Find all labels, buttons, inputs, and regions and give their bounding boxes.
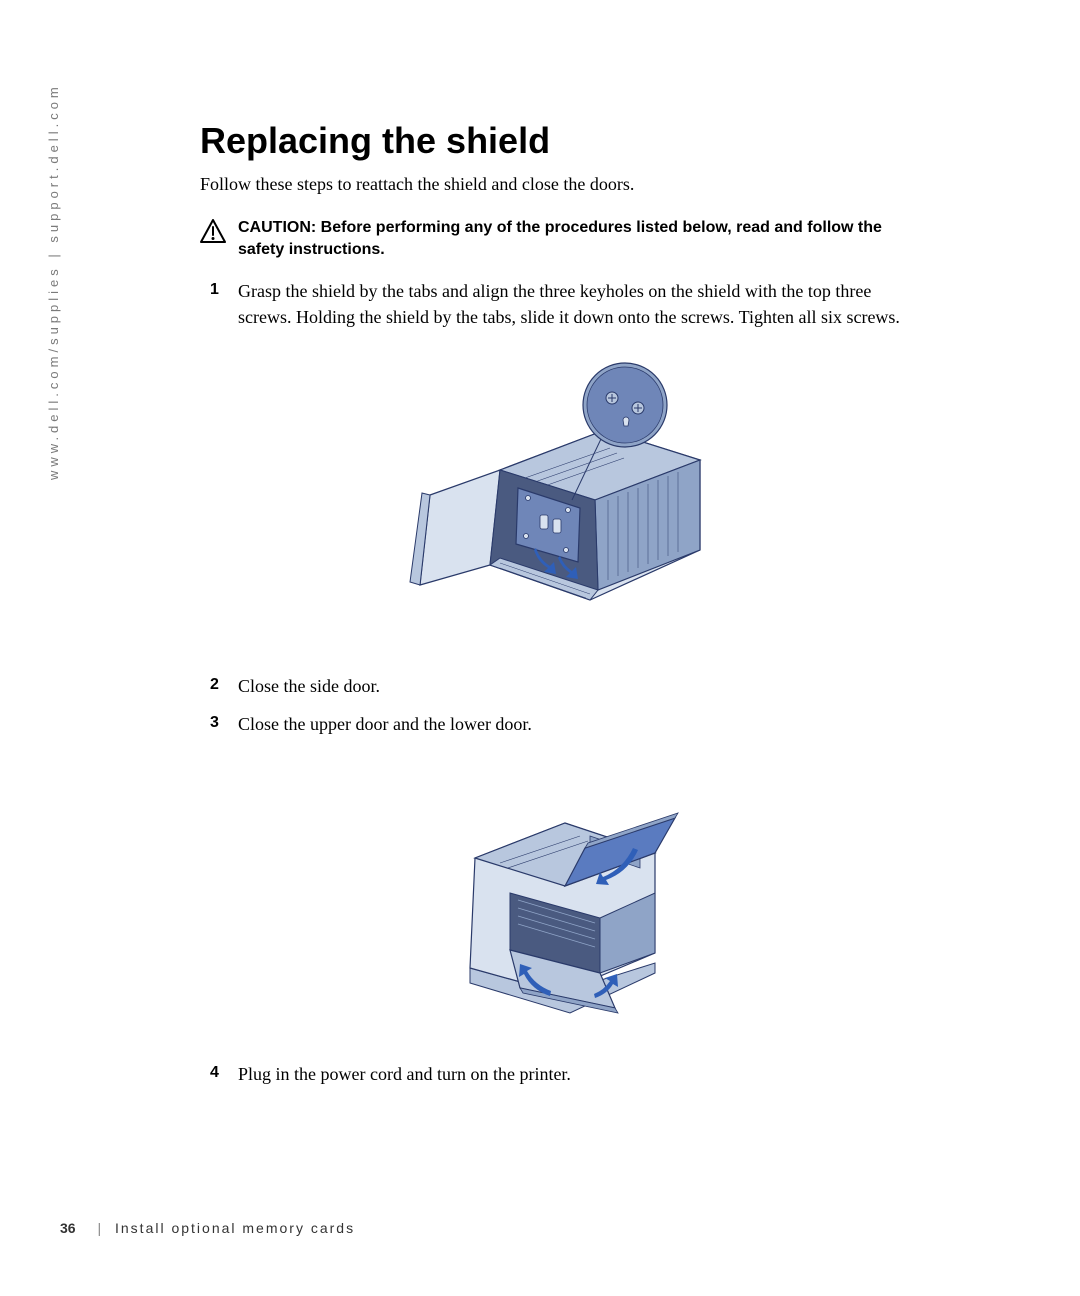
page-number: 36 (60, 1220, 76, 1236)
caution-block: CAUTION: Before performing any of the pr… (200, 217, 900, 260)
caution-label: CAUTION: (238, 219, 316, 236)
page-heading: Replacing the shield (200, 120, 900, 162)
intro-paragraph: Follow these steps to reattach the shiel… (200, 174, 900, 195)
step-2: Close the side door. (200, 673, 900, 699)
figure-1 (200, 350, 900, 645)
step-1: Grasp the shield by the tabs and align t… (200, 278, 900, 330)
steps-list-2: Close the side door. Close the upper doo… (200, 673, 900, 737)
figure-2 (200, 758, 900, 1033)
caution-body: Before performing any of the procedures … (238, 219, 882, 258)
step-4: Plug in the power cord and turn on the p… (200, 1061, 900, 1087)
page-footer: 36 | Install optional memory cards (60, 1220, 355, 1236)
caution-icon (200, 219, 226, 248)
side-url-text: www.dell.com/supplies | support.dell.com (46, 83, 61, 480)
footer-section: Install optional memory cards (115, 1220, 355, 1236)
footer-separator: | (97, 1220, 103, 1236)
steps-list-3: Plug in the power cord and turn on the p… (200, 1061, 900, 1087)
caution-text: CAUTION: Before performing any of the pr… (238, 217, 900, 260)
steps-list: Grasp the shield by the tabs and align t… (200, 278, 900, 330)
step-3: Close the upper door and the lower door. (200, 711, 900, 737)
page-content: Replacing the shield Follow these steps … (200, 120, 900, 1099)
